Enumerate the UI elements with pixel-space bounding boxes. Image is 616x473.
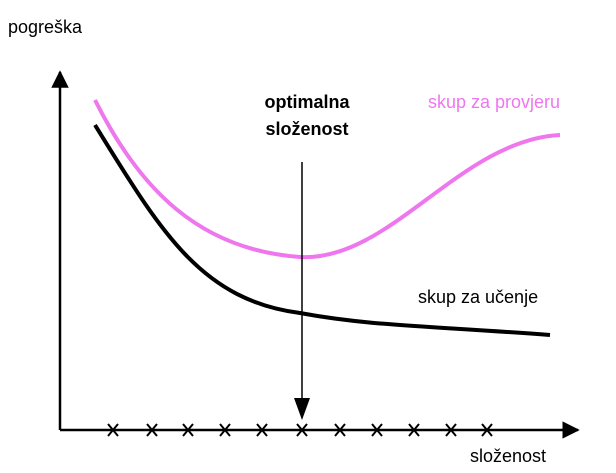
y-axis-label: pogreška <box>8 17 83 37</box>
validation-curve <box>93 99 561 260</box>
optimum-label: složenost <box>265 119 348 139</box>
validation-label: skup za provjeru <box>428 92 560 112</box>
training-label: skup za učenje <box>418 287 538 307</box>
optimum-arrow-head <box>294 398 310 420</box>
optimum-label: optimalna <box>264 92 350 112</box>
cross-markers <box>107 423 493 437</box>
x-axis-label: složenost <box>470 446 546 466</box>
training-curve <box>93 123 551 337</box>
